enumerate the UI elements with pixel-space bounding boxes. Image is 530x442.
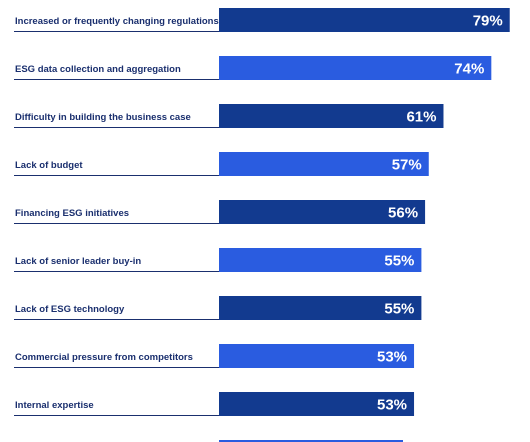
bar xyxy=(219,56,492,80)
bar xyxy=(219,104,444,128)
value-label: 53% xyxy=(377,397,407,414)
bar xyxy=(219,8,510,32)
value-label: 53% xyxy=(377,349,407,366)
category-label: Lack of budget xyxy=(15,160,83,171)
bar xyxy=(219,296,422,320)
category-label: Lack of ESG technology xyxy=(15,304,125,315)
category-label: Increased or frequently changing regulat… xyxy=(15,16,219,27)
bar xyxy=(219,344,415,368)
bar xyxy=(219,200,426,224)
value-label: 79% xyxy=(473,13,503,30)
value-label: 74% xyxy=(454,61,484,78)
value-label: 56% xyxy=(388,205,418,222)
bar xyxy=(219,440,403,442)
bar xyxy=(219,152,429,176)
category-label: Difficulty in building the business case xyxy=(15,112,191,123)
category-label: Lack of senior leader buy-in xyxy=(15,256,141,267)
value-label: 57% xyxy=(392,157,422,174)
bar xyxy=(219,248,422,272)
value-label: 55% xyxy=(384,301,414,318)
value-label: 61% xyxy=(406,109,436,126)
bar xyxy=(219,392,415,416)
category-label: Commercial pressure from competitors xyxy=(15,352,193,363)
category-label: Internal expertise xyxy=(15,400,94,411)
category-label: ESG data collection and aggregation xyxy=(15,64,181,75)
value-label: 55% xyxy=(384,253,414,270)
category-label: Financing ESG initiatives xyxy=(15,208,129,219)
